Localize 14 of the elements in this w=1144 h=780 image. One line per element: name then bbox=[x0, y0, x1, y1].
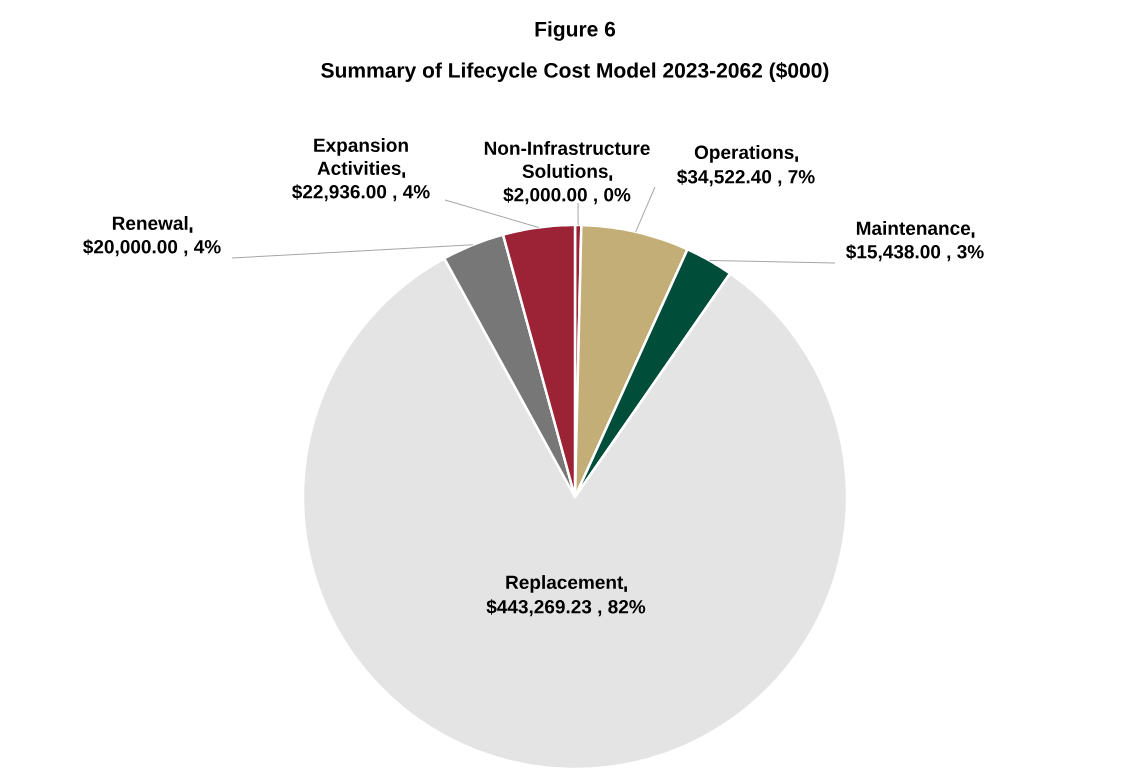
slice-label: Renewal bbox=[112, 216, 188, 230]
slice-label: Expansion Activities bbox=[314, 138, 408, 175]
slice-label: Maintenance bbox=[856, 221, 971, 235]
chart-title: Figure 6 bbox=[535, 21, 616, 41]
chart-subtitle: Summary of Lifecycle Cost Model 2023-2062 ($000) bbox=[321, 62, 829, 82]
data-label: $22,936.00 , 4% bbox=[292, 184, 430, 202]
data-label: $20,000.00 , 4% bbox=[83, 239, 221, 257]
slice-label: Non-Infrastructure Solutions bbox=[484, 141, 650, 178]
slice-label: Replacement bbox=[506, 575, 624, 593]
data-label: $443,269.23 , 82% bbox=[486, 599, 646, 617]
data-label: $15,438.00 , 3% bbox=[846, 244, 984, 262]
data-label: $34,522.40 , 7% bbox=[677, 169, 815, 187]
data-label: $2,000.00 , 0% bbox=[503, 187, 631, 205]
slice-label: Operations bbox=[694, 145, 794, 163]
